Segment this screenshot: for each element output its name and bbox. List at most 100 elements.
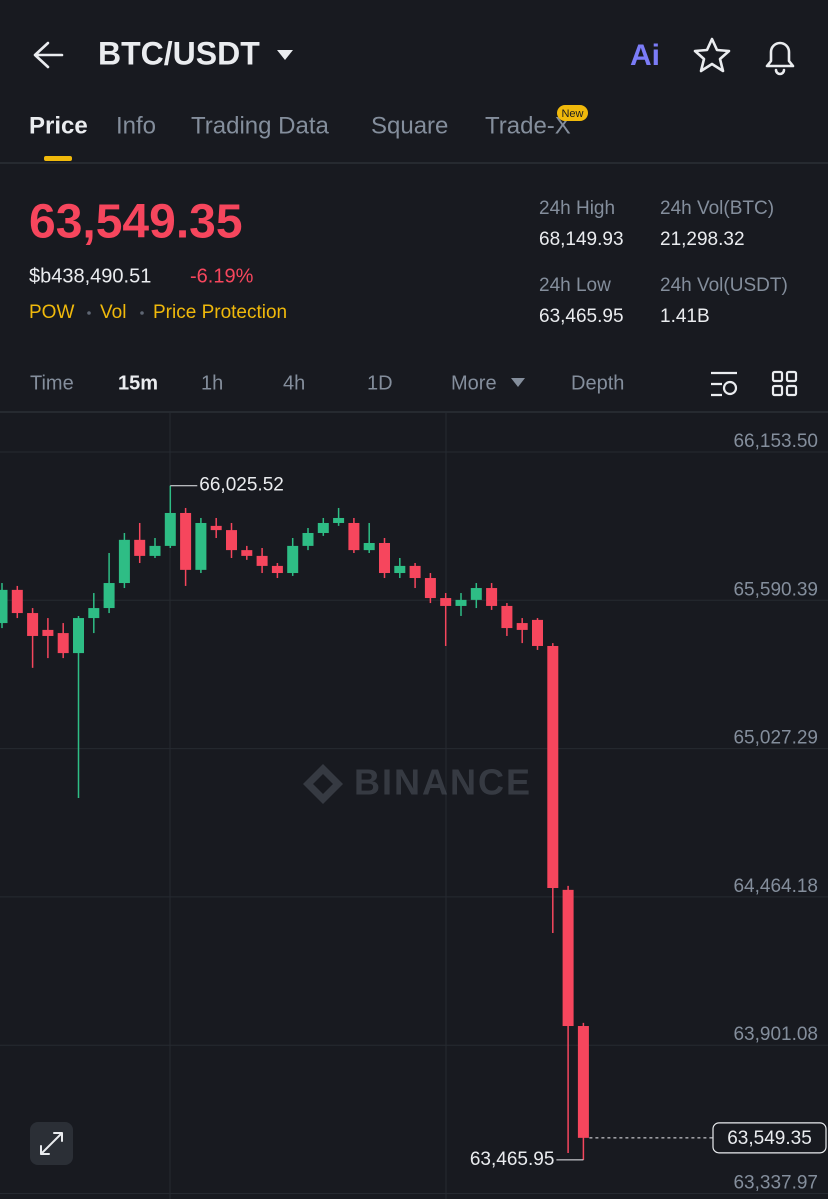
candle-body (547, 645, 559, 889)
candle-body (88, 608, 100, 619)
y-tick-label: 63,901.08 (733, 1024, 818, 1045)
fullscreen-icon (40, 1132, 63, 1155)
alert-button[interactable] (765, 41, 795, 76)
tag[interactable]: Price Protection (153, 302, 287, 323)
candle-body (256, 555, 268, 566)
last-price: 63,549.35 (29, 196, 243, 249)
candle-body (348, 522, 360, 551)
tag[interactable]: Vol (100, 302, 126, 323)
back-button[interactable] (33, 41, 64, 69)
interval[interactable]: Depth (571, 372, 624, 394)
icon (711, 371, 737, 397)
candle-body (11, 589, 23, 614)
separator (87, 311, 91, 315)
pair-title[interactable]: BTC/USDT (98, 35, 260, 71)
new-badge: New (561, 108, 583, 120)
indicator-button[interactable] (711, 371, 738, 397)
stat-value: 68,149.93 (539, 229, 624, 250)
interval[interactable]: 1D (367, 372, 393, 394)
candle-body (27, 613, 39, 636)
stat-label: 24h Vol(BTC) (660, 198, 774, 219)
icon (771, 384, 784, 397)
candle-body (271, 565, 283, 574)
interval[interactable]: 4h (283, 372, 305, 394)
last-price-box (712, 1122, 827, 1154)
y-tick-label: 66,153.50 (733, 431, 818, 452)
stat-value: 1.41B (660, 306, 710, 327)
tab[interactable]: Square (371, 112, 448, 139)
price-change: -6.19% (190, 265, 254, 287)
candle-body (134, 539, 146, 556)
candle-body (562, 889, 574, 1027)
stat-label: 24h High (539, 198, 615, 219)
icon (785, 370, 798, 383)
fiat-price: $b438,490.51 (29, 265, 151, 287)
more-caret (511, 378, 525, 387)
candlestick-chart: 66,153.50 65,590.39 65,027.29 64,464.18 63,9… (0, 431, 828, 1195)
tab-indicator (44, 156, 72, 161)
candle-body (302, 532, 314, 546)
annotation-label: 66,025.52 (199, 475, 284, 496)
candle-body (164, 512, 176, 546)
candle-body (470, 588, 482, 600)
candle-body (363, 542, 375, 551)
interval[interactable]: More (451, 372, 497, 394)
icon (722, 380, 738, 396)
ai-button[interactable]: Ai (630, 39, 660, 72)
candle-body (455, 599, 467, 606)
pair-caret[interactable] (277, 50, 293, 60)
candle-body (103, 583, 115, 609)
candle-body (516, 623, 528, 630)
candle-body (42, 629, 54, 636)
y-tick-label: 65,590.39 (733, 579, 818, 600)
layout-button[interactable] (771, 370, 798, 397)
candle-body (226, 530, 237, 551)
stat-value: 21,298.32 (660, 229, 745, 250)
icon (785, 384, 798, 397)
candle-body (118, 539, 130, 584)
tag[interactable]: POW (29, 302, 74, 323)
stat-label: 24h Low (539, 275, 611, 296)
candle-body (180, 512, 192, 570)
candle-body (241, 550, 253, 556)
tab[interactable]: Trading Data (191, 112, 330, 139)
tab[interactable]: Price (29, 112, 88, 139)
candle-body (317, 522, 329, 533)
stat-value: 63,465.95 (539, 306, 624, 327)
separator (140, 311, 144, 315)
candle-body (0, 589, 8, 624)
candle-body (149, 545, 161, 556)
y-tick-label: 65,027.29 (733, 728, 818, 749)
y-tick-label: 63,337.97 (733, 1173, 818, 1194)
candle-body (501, 605, 513, 629)
tab[interactable]: Trade-X (485, 112, 571, 139)
watermark: BINANCE (303, 762, 532, 804)
stat-label: 24h Vol(USDT) (660, 275, 788, 296)
candle-body (333, 517, 345, 523)
interval[interactable]: 1h (201, 372, 223, 394)
annotation-label: 63,465.95 (470, 1149, 555, 1170)
candle-body (532, 619, 543, 646)
candle-body (486, 588, 498, 606)
candle-body (394, 565, 406, 574)
interval[interactable]: Time (30, 372, 74, 394)
candle-body (409, 565, 421, 579)
candle-body (577, 1026, 589, 1138)
candle-body (379, 542, 390, 574)
candle-body (210, 525, 222, 531)
tab[interactable]: Info (116, 112, 156, 139)
watermark-logo (303, 764, 343, 804)
candle-body (73, 618, 84, 654)
icon (771, 370, 784, 383)
candle-body (287, 545, 299, 574)
new-badge-bg (557, 105, 588, 121)
candle-body (57, 633, 69, 654)
favorite-button[interactable] (693, 37, 731, 73)
candle-body (195, 522, 207, 570)
candle-body (424, 578, 436, 599)
watermark-text: BINANCE (354, 762, 532, 803)
interval[interactable]: 15m (118, 372, 158, 394)
candle-body (440, 598, 452, 606)
